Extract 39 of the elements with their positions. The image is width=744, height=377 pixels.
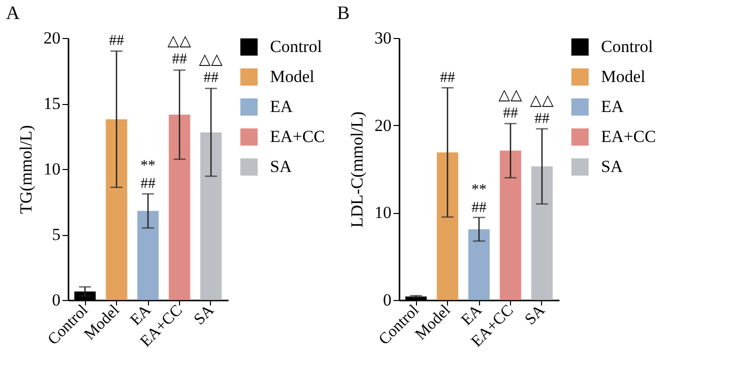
annotation: ** [472, 182, 486, 198]
y-tick-label: 20 [44, 28, 60, 48]
y-tick-label: 10 [374, 203, 392, 222]
y-axis-title: TG(mmol/L) [16, 125, 36, 214]
legend-label: EA+CC [601, 127, 656, 146]
x-tick-label: SA [190, 302, 218, 328]
annotation: ** [140, 158, 156, 174]
annotation: ## [472, 200, 487, 216]
annotation: ## [440, 70, 456, 86]
chart-title: B [337, 3, 350, 24]
y-tick-label: 0 [52, 290, 60, 310]
y-tick-label: 15 [44, 94, 60, 113]
chart-title: A [6, 3, 20, 24]
legend-label: EA [270, 97, 294, 116]
annotation: ## [203, 70, 219, 86]
y-tick-label: 10 [44, 160, 60, 178]
x-tick-label: SA [522, 302, 549, 328]
annotation: △△ [530, 92, 554, 109]
y-tick-label: 5 [52, 225, 60, 244]
annotation: △△ [498, 88, 522, 104]
legend-label: SA [270, 157, 292, 176]
y-tick-label: 20 [374, 116, 392, 135]
annotation: ## [109, 33, 125, 50]
y-tick-label: 0 [383, 290, 392, 310]
annotation: △△ [198, 52, 223, 68]
annotation: ## [534, 110, 550, 127]
legend-label: EA+CC [270, 127, 325, 146]
y-tick-label: 30 [374, 28, 392, 48]
y-axis-title: LDL-C(mmol/L) [348, 111, 366, 228]
legend-label: Model [601, 67, 646, 86]
legend-label: Model [270, 67, 315, 86]
annotation: ## [172, 51, 188, 68]
annotation: ## [502, 106, 518, 122]
annotation: △△ [167, 33, 192, 50]
legend-label: SA [601, 157, 624, 176]
legend-label: Control [601, 37, 654, 56]
annotation: ## [140, 176, 156, 192]
legend-label: EA [601, 97, 624, 116]
legend-label: Control [270, 37, 322, 56]
